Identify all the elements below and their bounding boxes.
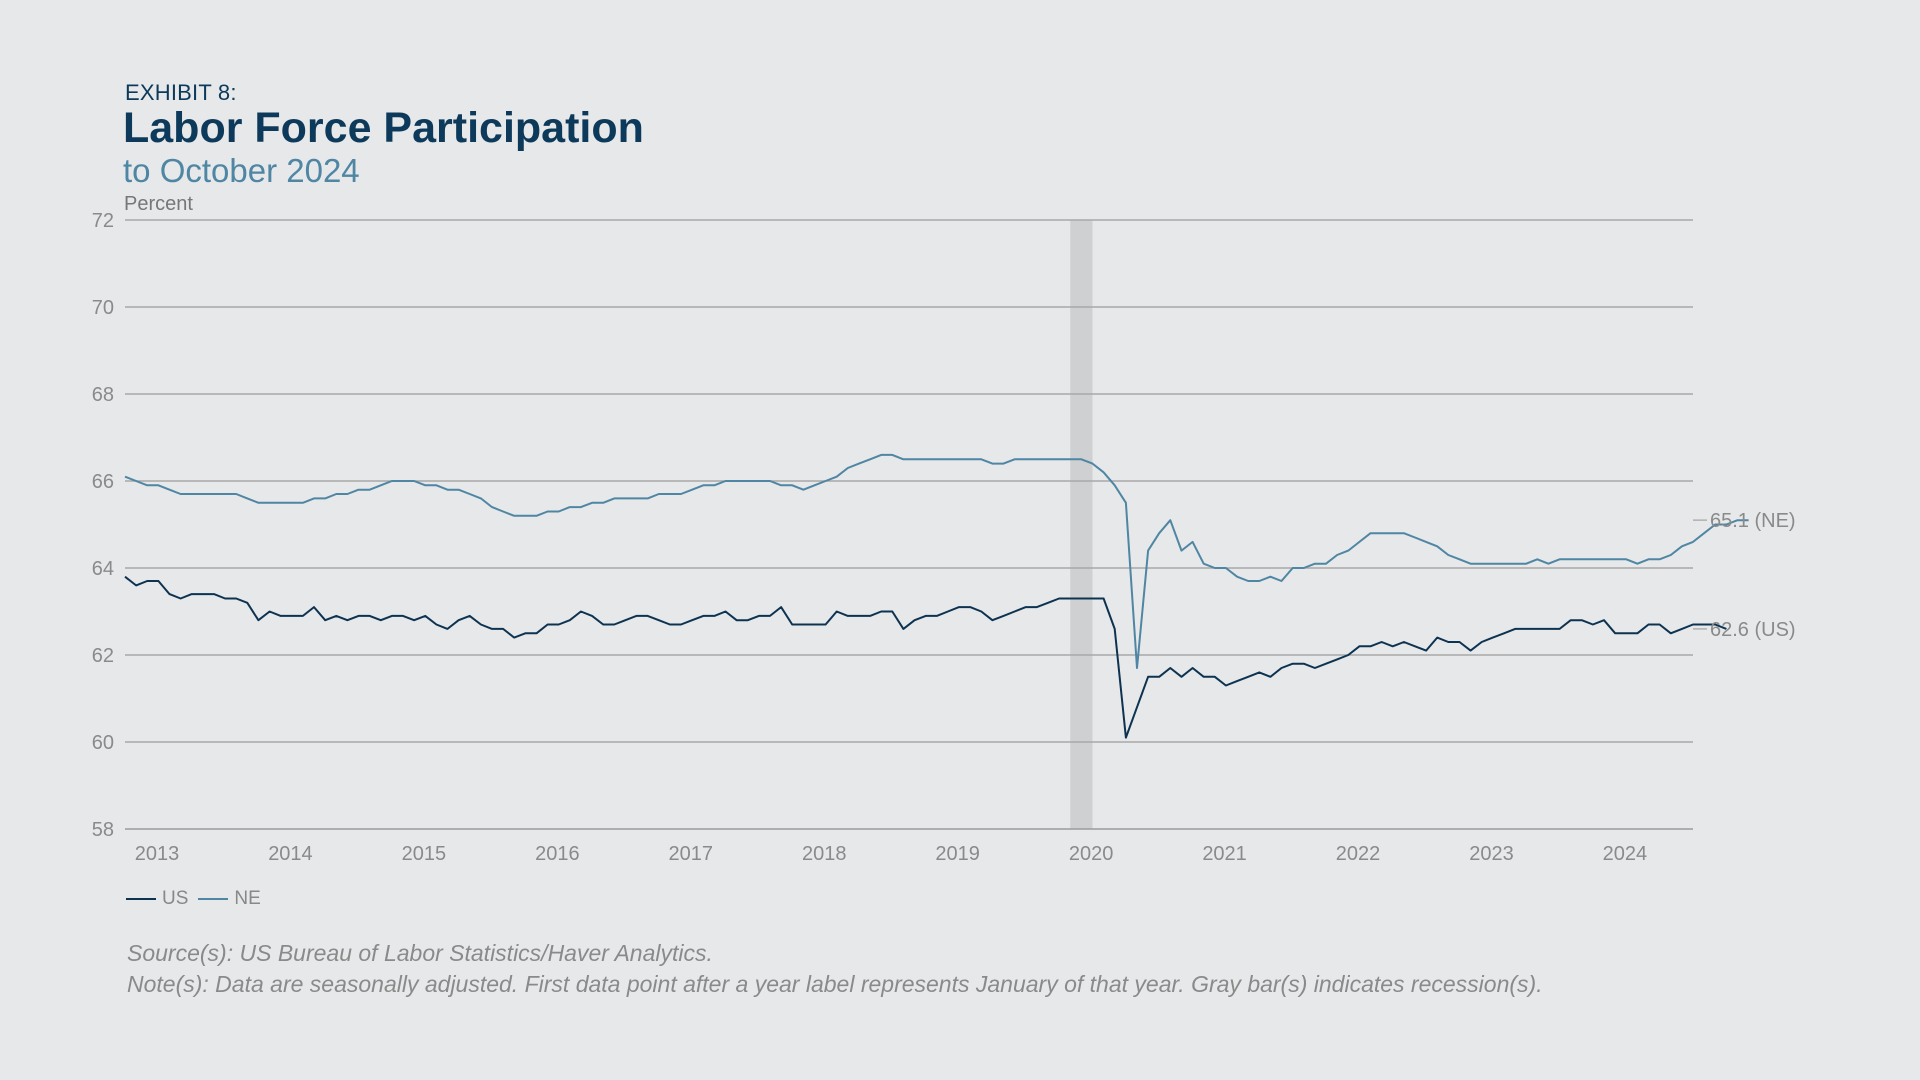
series-line-ne <box>124 453 1749 669</box>
x-tick-label: 2023 <box>1469 843 1514 865</box>
legend-swatch-us <box>126 898 156 900</box>
y-tick-label: 60 <box>92 732 114 754</box>
exhibit-label: EXHIBIT 8: <box>125 80 237 105</box>
data-note: Note(s): Data are seasonally adjusted. F… <box>127 971 1543 997</box>
y-tick-label: 64 <box>92 558 114 580</box>
x-tick-label: 2024 <box>1603 843 1648 865</box>
legend-label-us: US <box>162 888 189 909</box>
y-axis-unit-label: Percent <box>124 193 193 215</box>
x-tick-label: 2015 <box>402 843 447 865</box>
source-note: Source(s): US Bureau of Labor Statistics… <box>127 940 713 966</box>
x-tick-label: 2022 <box>1336 843 1381 865</box>
y-tick-label: 68 <box>92 384 114 406</box>
y-tick-label: 70 <box>92 297 114 319</box>
x-tick-label: 2013 <box>135 843 180 865</box>
legend-label-ne: NE <box>234 888 261 909</box>
x-tick-label: 2020 <box>1069 843 1114 865</box>
end-label-us: 62.6 (US) <box>1710 619 1796 641</box>
legend-swatch-ne <box>198 898 229 900</box>
series-line-us <box>124 575 1727 739</box>
x-tick-label: 2014 <box>268 843 313 865</box>
x-tick-label: 2017 <box>669 843 714 865</box>
legend: US NE <box>126 888 271 910</box>
x-tick-label: 2019 <box>935 843 980 865</box>
y-tick-label: 72 <box>92 210 114 232</box>
y-tick-label: 62 <box>92 645 114 667</box>
x-tick-label: 2021 <box>1202 843 1247 865</box>
end-label-ne: 65.1 (NE) <box>1710 510 1796 532</box>
legend-item-us: US <box>126 888 188 910</box>
recession-bar <box>1070 220 1093 829</box>
x-tick-label: 2016 <box>535 843 580 865</box>
chart-subtitle: to October 2024 <box>123 152 360 189</box>
chart-notes: Source(s): US Bureau of Labor Statistics… <box>127 938 1543 1000</box>
y-tick-label: 66 <box>92 471 114 493</box>
y-tick-label: 58 <box>92 819 114 841</box>
legend-item-ne: NE <box>198 888 261 910</box>
chart-title: Labor Force Participation <box>123 104 644 152</box>
x-tick-label: 2018 <box>802 843 847 865</box>
